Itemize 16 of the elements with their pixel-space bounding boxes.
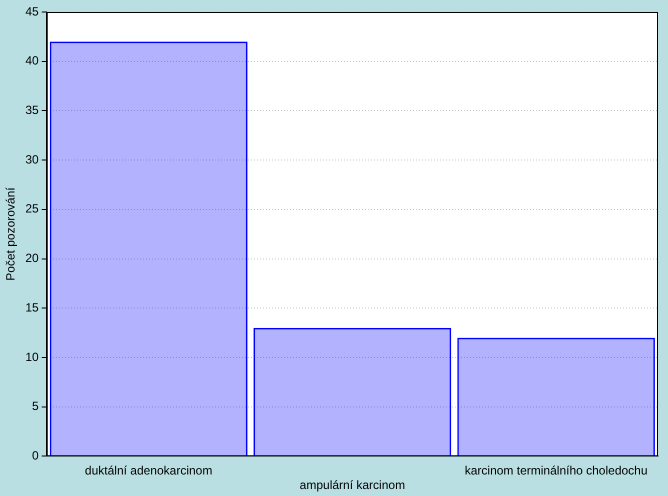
y-tick-label: 5: [32, 399, 40, 414]
y-tick-label: 25: [25, 202, 40, 216]
y-tick-label: 15: [25, 300, 40, 314]
x-tick-label: karcinom terminálního choledochu: [464, 464, 648, 478]
y-tick-label: 45: [25, 4, 40, 18]
y-tick-label: 0: [32, 448, 40, 463]
bar: [254, 328, 452, 456]
y-tick-label: 10: [25, 350, 40, 364]
y-tick-label: 40: [25, 54, 40, 68]
bar: [457, 338, 655, 456]
y-tick-label: 35: [25, 103, 40, 118]
y-axis-title: Počet pozorování: [4, 186, 18, 281]
x-tick-label: ampulární karcinom: [300, 478, 406, 492]
y-tick-label: 30: [25, 152, 40, 166]
x-tick-label: duktální adenokarcinom: [84, 464, 212, 478]
y-tick-label: 20: [25, 251, 40, 266]
